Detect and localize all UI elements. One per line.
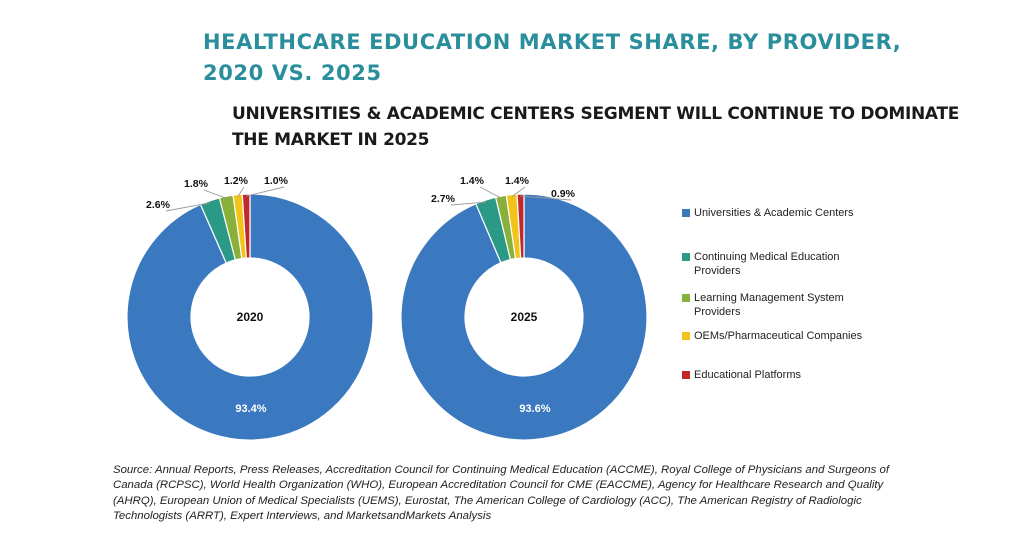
- legend-item-educational-platforms: Educational Platforms: [682, 368, 869, 382]
- donut-2020-label-4: 1.0%: [264, 175, 289, 187]
- legend-label-universities: Universities & Academic Centers: [694, 207, 854, 219]
- donut-2025-label-0: 93.6%: [519, 403, 550, 415]
- donut-2020-slice-4: [241, 193, 251, 259]
- donut-2020-label-0: 93.4%: [235, 403, 266, 415]
- donut-2020-leader-3: [237, 186, 245, 197]
- donut-2025-label-4: 0.9%: [551, 188, 576, 200]
- source-note: Source: Annual Reports, Press Releases, …: [113, 464, 890, 523]
- legend-label-cme-providers: Continuing Medical Education Providers: [694, 251, 840, 277]
- donut-2025-label-1: 2.7%: [431, 193, 456, 205]
- legend-item-universities: Universities & Academic Centers: [682, 206, 869, 220]
- donut-2025-leader-2: [479, 186, 502, 199]
- chart-title-line-1: HEALTHCARE EDUCATION MARKET SHARE, BY PR…: [203, 30, 902, 54]
- chart-subtitle-line-1: UNIVERSITIES & ACADEMIC CENTERS SEGMENT …: [232, 104, 960, 124]
- donut-2020-leader-4: [246, 186, 285, 197]
- legend-label-educational-platforms: Educational Platforms: [694, 369, 801, 381]
- donut-2025-slice-0: [400, 193, 648, 441]
- donut-2020-label-1: 2.6%: [146, 199, 171, 211]
- legend-label-lms-providers: Learning Management System Providers: [694, 292, 844, 318]
- legend-swatch-oems-pharma: [682, 332, 690, 340]
- donut-2025-label-3: 1.4%: [505, 175, 530, 187]
- donut-2020-label-2: 1.8%: [184, 178, 209, 190]
- donut-2025-leader-1: [450, 201, 487, 206]
- donut-2020-slice-0: [126, 193, 374, 441]
- donut-2025-leader-3: [511, 186, 526, 197]
- chart-title-line-2: 2020 VS. 2025: [203, 61, 382, 85]
- donut-2025-leader-4: [520, 195, 572, 201]
- legend-item-cme-providers: Continuing Medical Education Providers: [682, 250, 869, 278]
- donut-2020-leader-1: [165, 202, 211, 212]
- legend-swatch-lms-providers: [682, 294, 690, 302]
- donut-2025-slice-4: [516, 193, 525, 259]
- donut-2025-label-2: 1.4%: [460, 175, 485, 187]
- donut-2020-label-3: 1.2%: [224, 175, 249, 187]
- legend-swatch-cme-providers: [682, 253, 690, 261]
- donut-2020-leader-2: [203, 189, 227, 199]
- chart-title: HEALTHCARE EDUCATION MARKET SHARE, BY PR…: [203, 27, 901, 89]
- legend-item-lms-providers: Learning Management System Providers: [682, 291, 869, 319]
- chart-subtitle: UNIVERSITIES & ACADEMIC CENTERS SEGMENT …: [232, 101, 959, 153]
- donut-2020-center-label: 2020: [237, 310, 264, 324]
- legend-label-oems-pharma: OEMs/Pharmaceutical Companies: [694, 330, 863, 342]
- chart-subtitle-line-2: THE MARKET IN 2025: [232, 130, 430, 150]
- legend-swatch-universities: [682, 209, 690, 217]
- legend-item-oems-pharma: OEMs/Pharmaceutical Companies: [682, 329, 869, 343]
- donut-charts: 2020 93.4% 2.6% 1.8% 1.2% 1.0% 2025 93.6% 2.7% 1.…: [126, 175, 648, 441]
- donut-2025-center-label: 2025: [511, 310, 538, 324]
- legend-swatch-educational-platforms: [682, 371, 690, 379]
